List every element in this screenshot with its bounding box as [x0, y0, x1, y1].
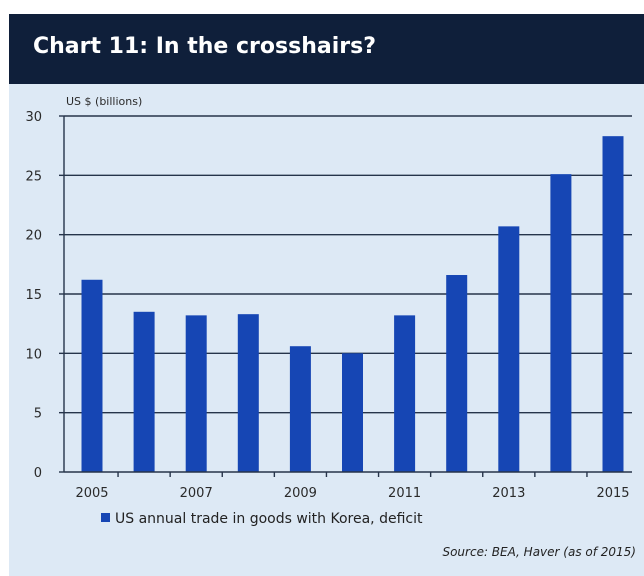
bar-2010 [342, 353, 363, 472]
bars [81, 136, 624, 472]
y-tick-label-25: 25 [25, 169, 42, 184]
bar-2012 [446, 275, 468, 472]
source-note: Source: BEA, Haver (as of 2015) [442, 545, 636, 559]
legend-swatch [101, 513, 110, 522]
x-tick-label-2015: 2015 [596, 486, 629, 501]
bar-2015 [602, 136, 624, 472]
x-tick-label-2007: 2007 [180, 486, 213, 501]
y-tick-label-30: 30 [25, 110, 42, 125]
gridlines [64, 115, 632, 414]
bar-2006 [133, 311, 155, 472]
chart-title: Chart 11: In the crosshairs? [33, 34, 376, 59]
bar-2013 [498, 226, 520, 472]
x-tick-label-2005: 2005 [75, 486, 108, 501]
x-tick-label-2011: 2011 [388, 486, 421, 501]
x-tick-label-2013: 2013 [492, 486, 525, 501]
y-tick-label-10: 10 [25, 347, 42, 362]
y-tick-label-20: 20 [25, 229, 42, 244]
legend-label: US annual trade in goods with Korea, def… [115, 511, 423, 527]
bar-2011 [394, 315, 416, 472]
title-bar: Chart 11: In the crosshairs? [9, 14, 644, 84]
axes: 0 5 10 15 20 25 30 2005 2007 2009 2011 2013 2015 [25, 110, 632, 501]
y-tick-label-0: 0 [34, 466, 42, 481]
chart-card: Chart 11: In the crosshairs? [9, 14, 644, 576]
bar-2007 [185, 315, 207, 472]
y-tick-label-5: 5 [34, 407, 42, 422]
bar-2014 [550, 174, 572, 472]
legend: US annual trade in goods with Korea, def… [101, 511, 423, 527]
bar-2009 [289, 346, 311, 472]
bar-2005 [81, 279, 103, 472]
bar-2008 [237, 314, 259, 472]
y-axis-unit-label: US $ (billions) [66, 95, 142, 108]
y-tick-label-15: 15 [25, 288, 42, 303]
x-tick-label-2009: 2009 [284, 486, 317, 501]
